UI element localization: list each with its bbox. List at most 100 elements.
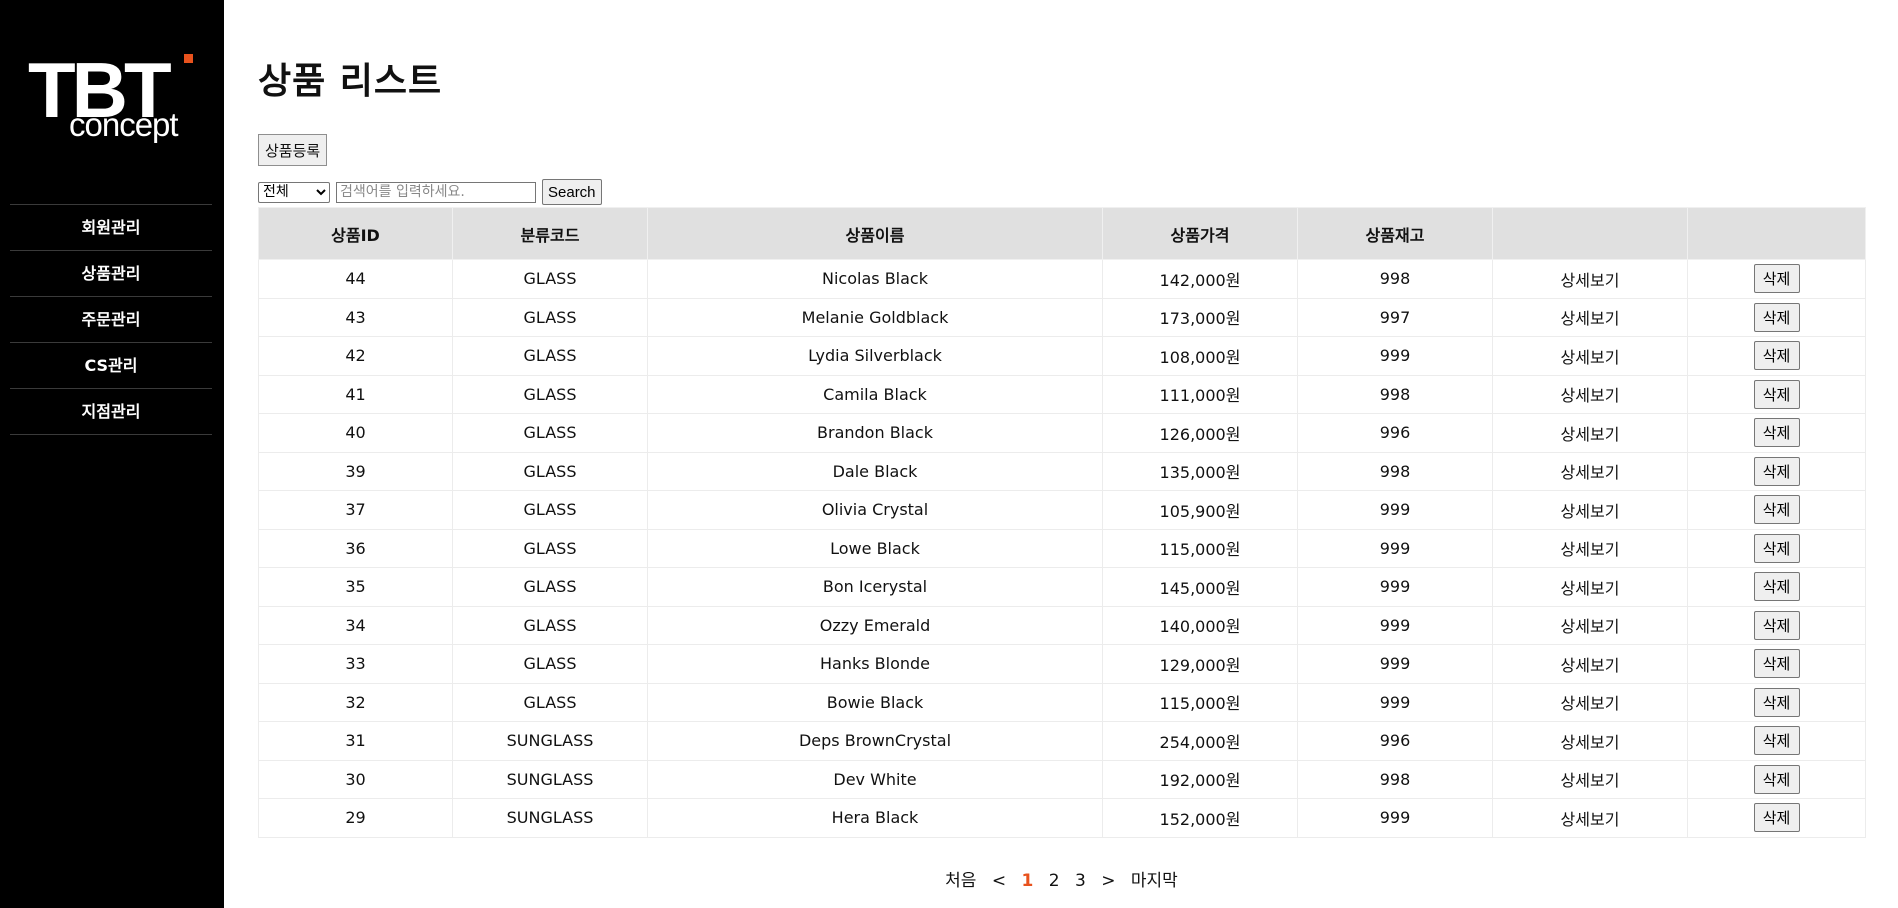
- delete-cell: 삭제: [1687, 490, 1866, 530]
- delete-button[interactable]: 삭제: [1753, 495, 1800, 525]
- logo-accent-dot: [184, 54, 193, 63]
- detail-link[interactable]: 상세보기: [1492, 413, 1688, 453]
- cell-product-price: 142,000원: [1102, 259, 1298, 299]
- cell-product-name: Nicolas Black: [647, 259, 1103, 299]
- delete-cell: 삭제: [1687, 259, 1866, 299]
- detail-link[interactable]: 상세보기: [1492, 682, 1688, 722]
- cell-product-price: 105,900원: [1102, 490, 1298, 530]
- pager-page-1[interactable]: 1: [1021, 871, 1034, 891]
- detail-link[interactable]: 상세보기: [1492, 336, 1688, 376]
- delete-cell: 삭제: [1687, 721, 1866, 761]
- delete-button[interactable]: 삭제: [1753, 726, 1800, 756]
- table-row: 33 GLASS Hanks Blonde 129,000원 999 상세보기 삭제: [258, 644, 1866, 684]
- delete-button[interactable]: 삭제: [1753, 533, 1800, 563]
- detail-link[interactable]: 상세보기: [1492, 259, 1688, 299]
- detail-link[interactable]: 상세보기: [1492, 605, 1688, 645]
- search-category-select[interactable]: 전체: [258, 181, 330, 203]
- cell-product-id: 34: [258, 605, 453, 645]
- header-category-code: 분류코드: [452, 207, 648, 260]
- delete-button[interactable]: 삭제: [1753, 456, 1800, 486]
- cell-category-code: GLASS: [452, 682, 648, 722]
- cell-product-id: 43: [258, 297, 453, 337]
- delete-button[interactable]: 삭제: [1753, 687, 1800, 717]
- header-product-id: 상품ID: [258, 207, 453, 260]
- table-row: 30 SUNGLASS Dev White 192,000원 998 상세보기 삭제: [258, 759, 1866, 799]
- cell-product-name: Dale Black: [647, 451, 1103, 491]
- delete-cell: 삭제: [1687, 567, 1866, 607]
- table-row: 31 SUNGLASS Deps BrownCrystal 254,000원 996 상세…: [258, 721, 1866, 761]
- delete-cell: 삭제: [1687, 759, 1866, 799]
- logo[interactable]: TBT concept: [28, 50, 198, 150]
- delete-cell: 삭제: [1687, 451, 1866, 491]
- delete-button[interactable]: 삭제: [1753, 341, 1800, 371]
- table-row: 43 GLASS Melanie Goldblack 173,000원 997 상세보기 삭…: [258, 297, 1866, 337]
- detail-link[interactable]: 상세보기: [1492, 721, 1688, 761]
- product-table: 상품ID 분류코드 상품이름 상품가격 상품재고 44 GLASS Nicolas …: [258, 207, 1866, 838]
- search-bar: 전체 Search: [258, 179, 602, 205]
- delete-button[interactable]: 삭제: [1753, 803, 1800, 833]
- cell-product-stock: 996: [1297, 413, 1493, 453]
- cell-product-price: 192,000원: [1102, 759, 1298, 799]
- delete-cell: 삭제: [1687, 528, 1866, 568]
- logo-sub-text: concept: [69, 106, 179, 143]
- cell-product-stock: 999: [1297, 490, 1493, 530]
- cell-product-name: Lydia Silverblack: [647, 336, 1103, 376]
- delete-button[interactable]: 삭제: [1753, 418, 1800, 448]
- cell-product-name: Ozzy Emerald: [647, 605, 1103, 645]
- cell-category-code: GLASS: [452, 451, 648, 491]
- cell-product-stock: 999: [1297, 798, 1493, 838]
- pager-last[interactable]: 마지막: [1130, 871, 1178, 891]
- detail-link[interactable]: 상세보기: [1492, 644, 1688, 684]
- cell-category-code: GLASS: [452, 336, 648, 376]
- delete-button[interactable]: 삭제: [1753, 572, 1800, 602]
- cell-category-code: SUNGLASS: [452, 721, 648, 761]
- cell-product-price: 111,000원: [1102, 374, 1298, 414]
- cell-product-price: 115,000원: [1102, 528, 1298, 568]
- cell-product-id: 40: [258, 413, 453, 453]
- table-row: 39 GLASS Dale Black 135,000원 998 상세보기 삭제: [258, 451, 1866, 491]
- delete-button[interactable]: 삭제: [1753, 649, 1800, 679]
- table-row: 35 GLASS Bon Icerystal 145,000원 999 상세보기 삭제: [258, 567, 1866, 607]
- cell-product-id: 29: [258, 798, 453, 838]
- detail-link[interactable]: 상세보기: [1492, 374, 1688, 414]
- cell-product-name: Deps BrownCrystal: [647, 721, 1103, 761]
- search-button[interactable]: Search: [542, 179, 602, 205]
- pager-prev[interactable]: <: [991, 871, 1007, 891]
- delete-button[interactable]: 삭제: [1753, 610, 1800, 640]
- cell-product-stock: 998: [1297, 451, 1493, 491]
- delete-cell: 삭제: [1687, 605, 1866, 645]
- delete-button[interactable]: 삭제: [1753, 302, 1800, 332]
- cell-category-code: GLASS: [452, 259, 648, 299]
- cell-product-id: 33: [258, 644, 453, 684]
- nav-item-cs[interactable]: CS관리: [10, 342, 212, 388]
- cell-category-code: GLASS: [452, 567, 648, 607]
- delete-button[interactable]: 삭제: [1753, 379, 1800, 409]
- nav-item-products[interactable]: 상품관리: [10, 250, 212, 296]
- nav-item-branches[interactable]: 지점관리: [10, 388, 212, 435]
- pager-first[interactable]: 처음: [945, 871, 977, 891]
- add-product-button[interactable]: 상품등록: [258, 134, 328, 166]
- delete-cell: 삭제: [1687, 682, 1866, 722]
- pager-page-2[interactable]: 2: [1048, 871, 1060, 891]
- detail-link[interactable]: 상세보기: [1492, 490, 1688, 530]
- detail-link[interactable]: 상세보기: [1492, 451, 1688, 491]
- nav-item-members[interactable]: 회원관리: [10, 204, 212, 250]
- delete-button[interactable]: 삭제: [1753, 764, 1800, 794]
- nav-item-orders[interactable]: 주문관리: [10, 296, 212, 342]
- delete-cell: 삭제: [1687, 374, 1866, 414]
- cell-product-id: 41: [258, 374, 453, 414]
- cell-product-id: 44: [258, 259, 453, 299]
- detail-link[interactable]: 상세보기: [1492, 528, 1688, 568]
- header-product-price: 상품가격: [1102, 207, 1298, 260]
- detail-link[interactable]: 상세보기: [1492, 297, 1688, 337]
- pager-next[interactable]: >: [1101, 871, 1116, 891]
- detail-link[interactable]: 상세보기: [1492, 759, 1688, 799]
- detail-link[interactable]: 상세보기: [1492, 798, 1688, 838]
- delete-button[interactable]: 삭제: [1753, 264, 1800, 294]
- detail-link[interactable]: 상세보기: [1492, 567, 1688, 607]
- pager-page-3[interactable]: 3: [1075, 871, 1086, 891]
- header-product-name: 상품이름: [647, 207, 1103, 260]
- search-input[interactable]: [336, 181, 536, 203]
- sidebar: TBT concept 회원관리 상품관리 주문관리 CS관리 지점관리: [0, 0, 224, 908]
- table-row: 40 GLASS Brandon Black 126,000원 996 상세보기 삭제: [258, 413, 1866, 453]
